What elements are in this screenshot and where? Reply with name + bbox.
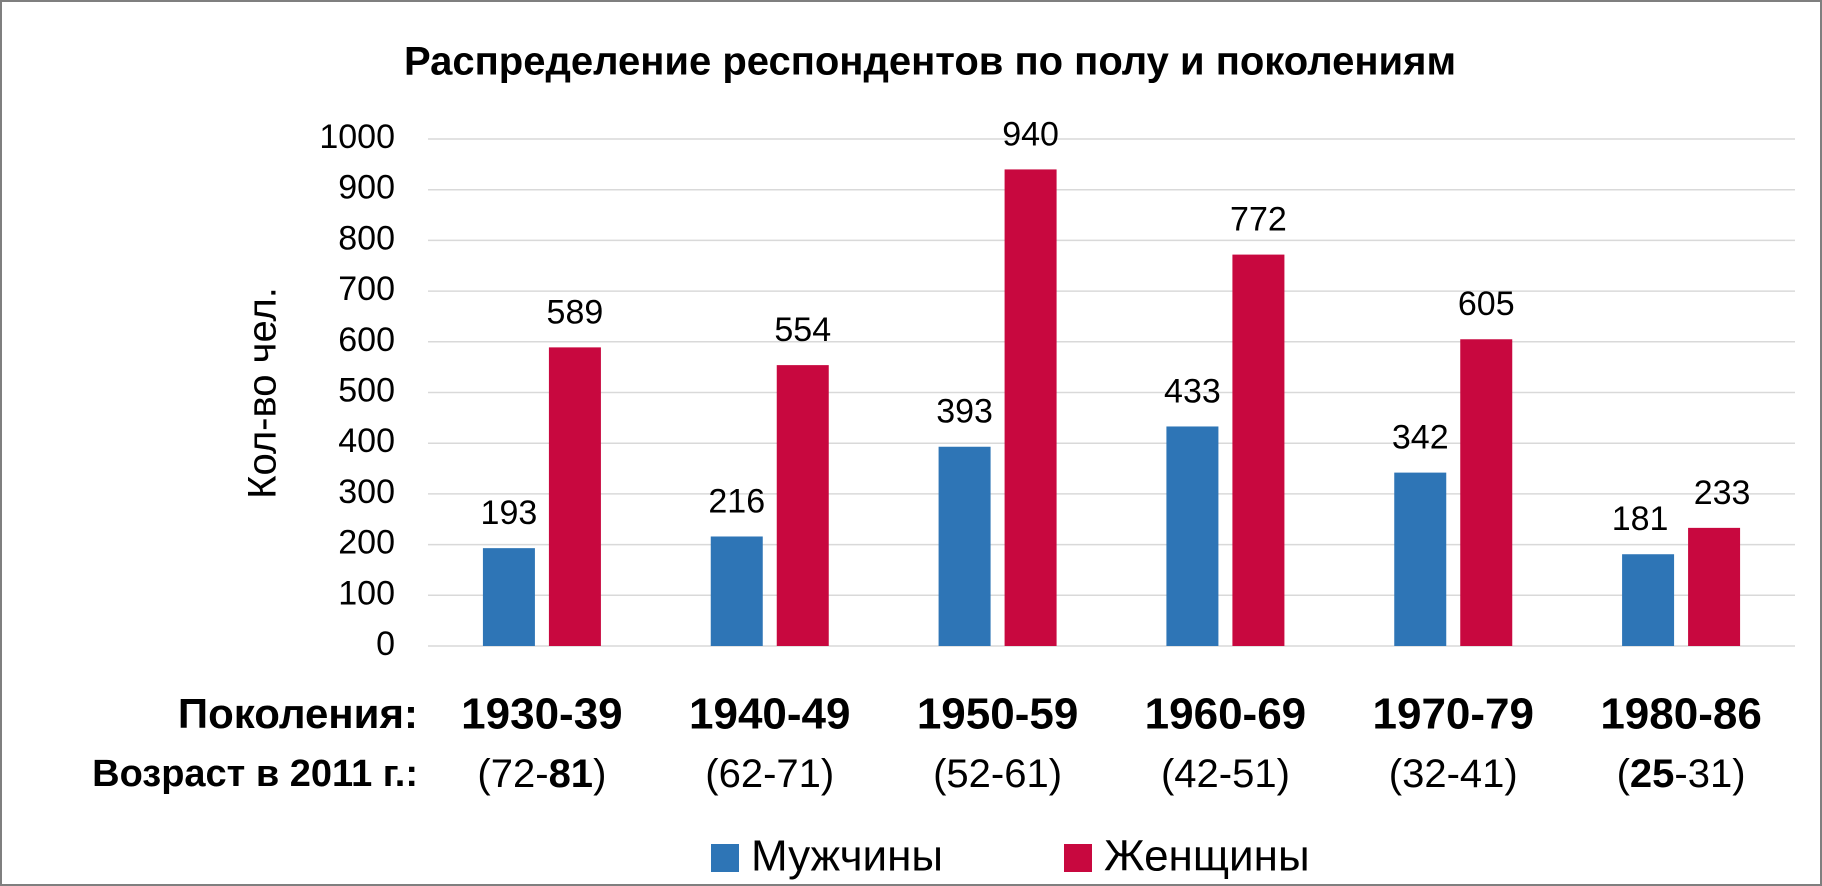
x-tick-label: 1930-39	[461, 690, 622, 739]
data-label: 772	[1230, 201, 1287, 239]
bar	[1166, 426, 1219, 646]
data-label: 433	[1164, 372, 1221, 410]
legend-swatch	[711, 844, 739, 872]
age-label-part: (72-	[477, 752, 548, 796]
data-label: 589	[547, 293, 604, 331]
row-label: Возраст в 2011 г.:	[92, 753, 418, 795]
data-label: 605	[1458, 285, 1515, 323]
age-label-part: 81	[549, 752, 594, 796]
bar	[710, 536, 763, 646]
y-tick-label: 600	[338, 321, 395, 359]
bar	[1004, 169, 1057, 647]
y-tick-label: 800	[338, 219, 395, 257]
age-label: (32-41)	[1389, 752, 1518, 796]
age-label-part: (42-51)	[1161, 752, 1290, 796]
data-label: 181	[1612, 500, 1669, 538]
legend-label: Мужчины	[751, 832, 943, 881]
y-tick-label: 1000	[319, 118, 395, 156]
bar	[1232, 254, 1285, 646]
bar	[938, 446, 991, 646]
y-tick-label: 400	[338, 422, 395, 460]
age-label-part: -31)	[1674, 752, 1745, 796]
age-label-part: (52-61)	[933, 752, 1062, 796]
age-label-part: 25	[1630, 752, 1675, 796]
bar	[776, 365, 829, 646]
chart-title: Распределение респондентов по полу и пок…	[404, 40, 1456, 84]
data-label: 233	[1694, 474, 1751, 512]
legend-swatch	[1064, 844, 1092, 872]
age-label: (62-71)	[705, 752, 834, 796]
legend-label: Женщины	[1104, 832, 1310, 881]
x-tick-label: 1940-49	[689, 690, 850, 739]
data-label: 342	[1392, 419, 1449, 457]
row-label: Поколения:	[178, 690, 418, 737]
age-label-part: (62-71)	[705, 752, 834, 796]
bar	[482, 548, 535, 646]
y-tick-label: 700	[338, 270, 395, 308]
bar	[548, 347, 601, 646]
age-label-part: (	[1617, 752, 1631, 796]
age-label-part: (32-41)	[1389, 752, 1518, 796]
data-label: 554	[774, 311, 831, 349]
x-tick-label: 1950-59	[917, 690, 1078, 739]
y-tick-label: 500	[338, 371, 395, 409]
age-label: (42-51)	[1161, 752, 1290, 796]
y-tick-label: 300	[338, 473, 395, 511]
data-label: 193	[481, 494, 538, 532]
y-axis-label: Кол-во чел.	[241, 287, 285, 499]
bar	[1460, 339, 1513, 646]
x-tick-label: 1970-79	[1373, 690, 1534, 739]
age-label: (52-61)	[933, 752, 1062, 796]
data-label: 393	[936, 393, 993, 431]
data-label: 216	[708, 482, 765, 520]
age-label: (25-31)	[1617, 752, 1746, 796]
age-label: (72-81)	[477, 752, 606, 796]
x-tick-label: 1980-86	[1600, 690, 1761, 739]
x-tick-label: 1960-69	[1145, 690, 1306, 739]
age-label-part: )	[593, 752, 606, 796]
y-tick-label: 900	[338, 169, 395, 207]
y-tick-label: 200	[338, 524, 395, 562]
bar	[1394, 472, 1447, 646]
y-tick-label: 100	[338, 574, 395, 612]
y-tick-label: 0	[376, 625, 395, 663]
bar	[1622, 554, 1675, 646]
bar	[1688, 527, 1741, 646]
data-label: 940	[1002, 115, 1059, 153]
